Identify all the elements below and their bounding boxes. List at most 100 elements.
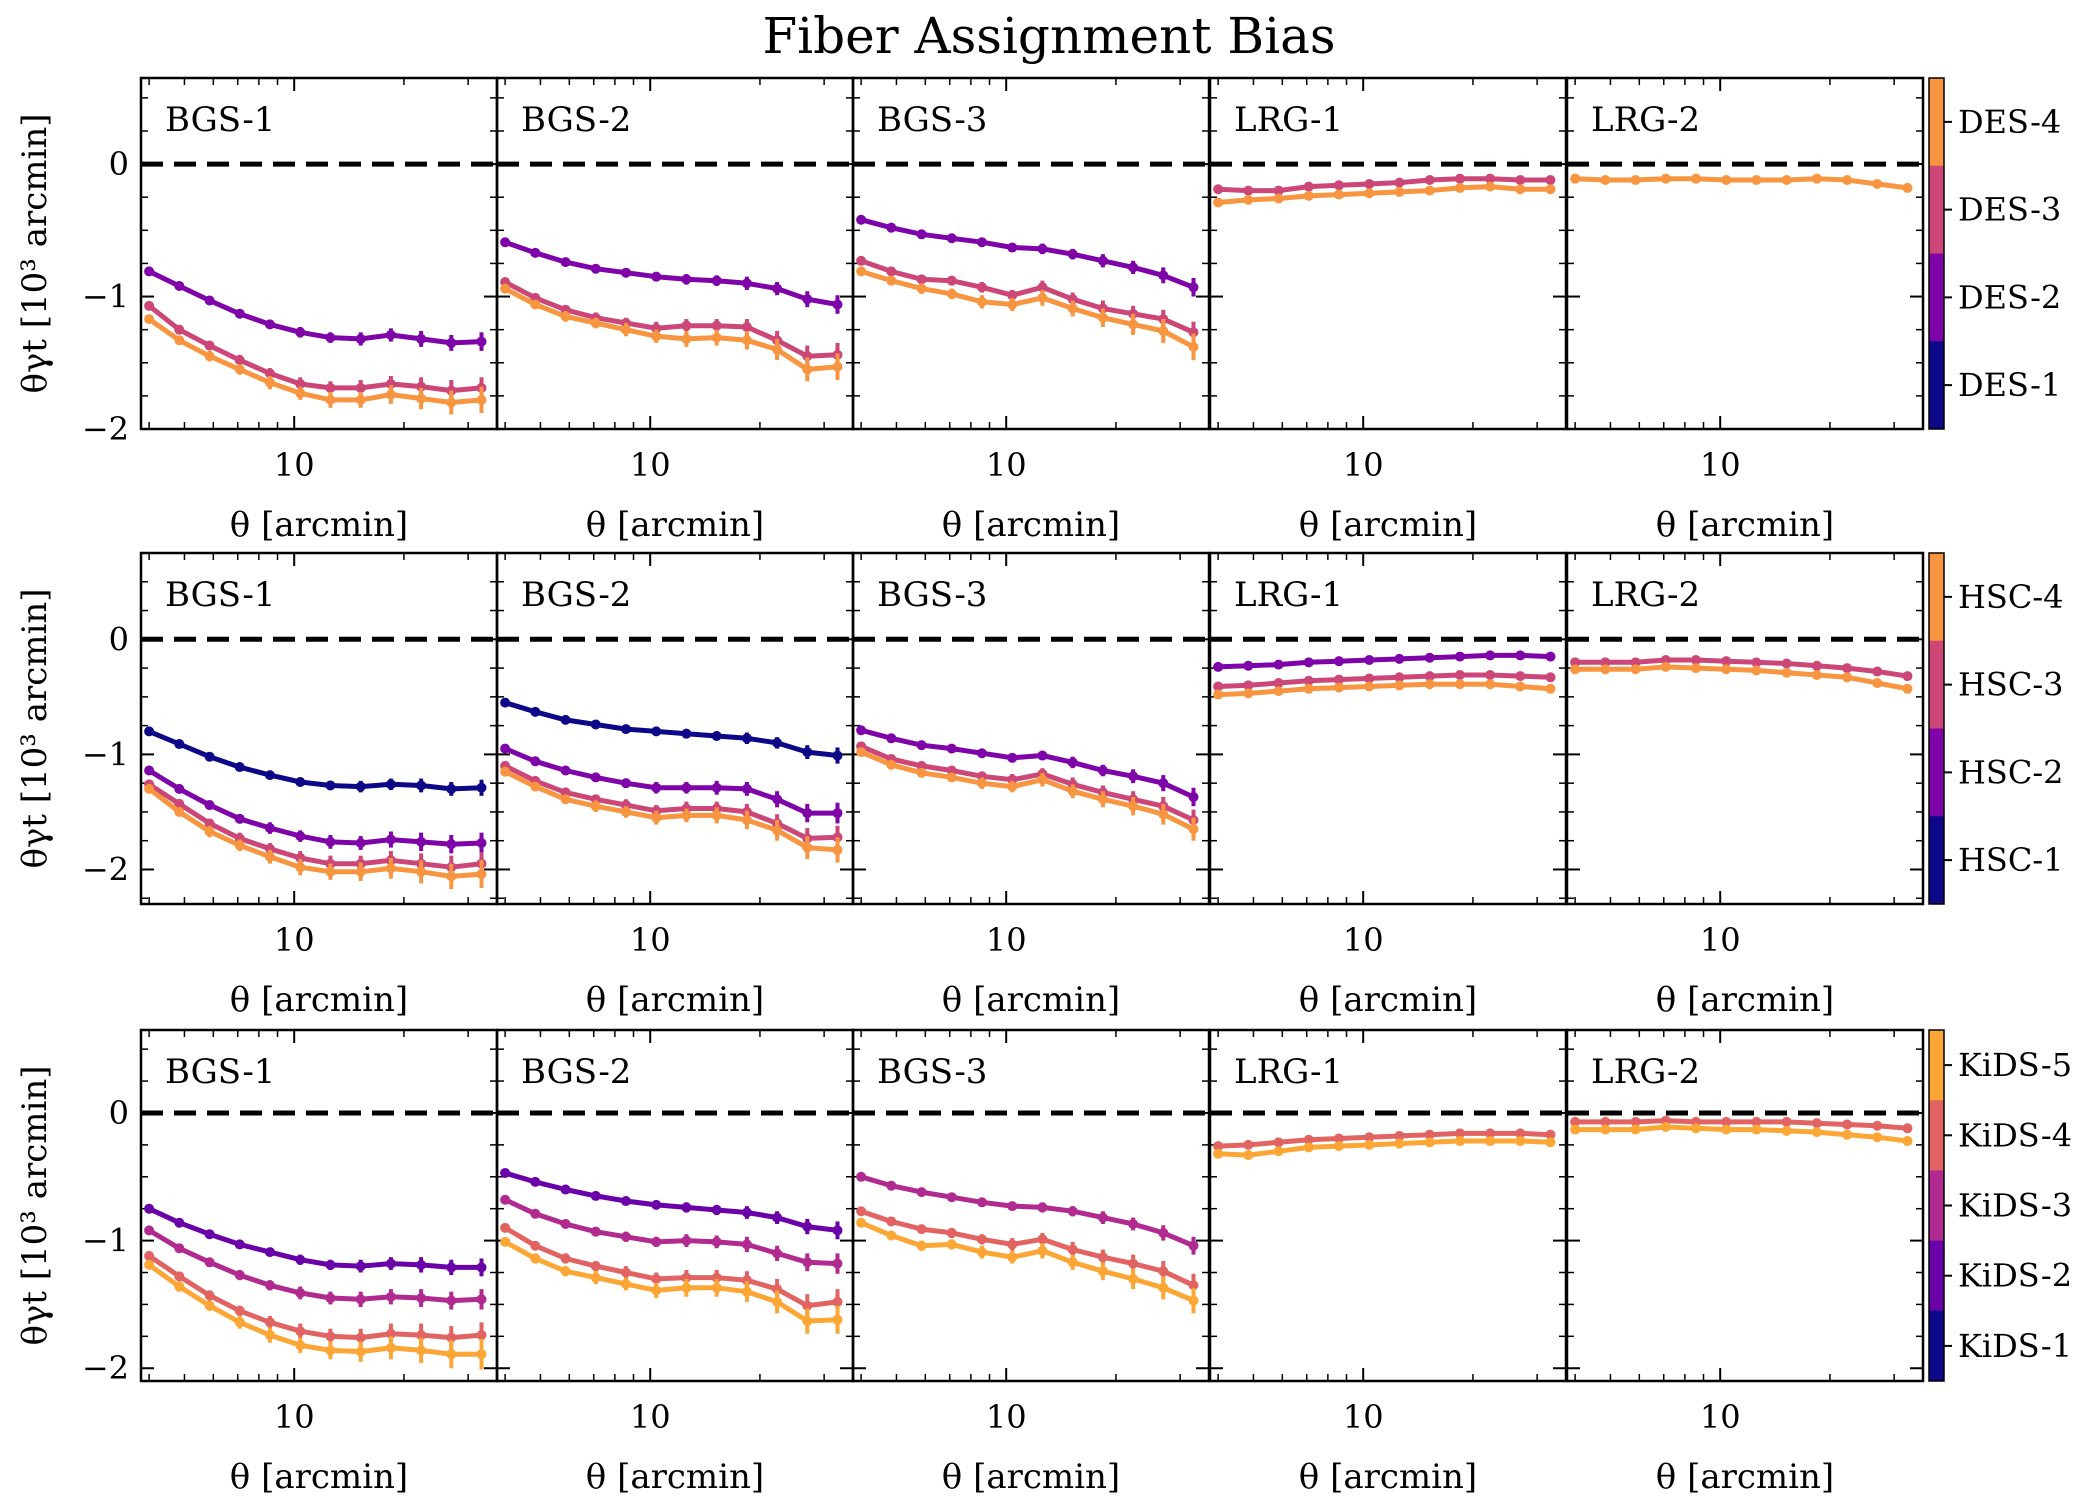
data-point [1067,303,1078,314]
data-point [1515,671,1526,682]
data-point [385,1291,396,1302]
data-point [560,1219,571,1230]
data-point [946,765,957,776]
data-point [1781,174,1792,185]
data-point [1213,689,1224,700]
data-point [1273,1146,1284,1157]
data-point [416,333,427,344]
x-tick-label: 10 [986,921,1027,959]
data-point [1721,664,1732,675]
data-point [1781,1116,1792,1127]
data-point [295,1340,306,1351]
data-point [1842,672,1853,683]
data-point [295,1287,306,1298]
data-point [1213,661,1224,672]
data-point [741,335,752,346]
series-line [1217,176,1551,194]
data-point [1570,173,1581,184]
data-point [234,1239,245,1250]
data-point [1660,661,1671,672]
data-point [1454,651,1465,662]
data-point [1007,752,1018,763]
data-point [1424,174,1435,185]
colorbar-label: DES-1 [1958,366,2061,404]
data-point [1303,190,1314,201]
data-point [355,781,366,792]
data-point [1067,1244,1078,1255]
data-point [620,800,631,811]
data-point [144,1203,155,1214]
data-point [1097,1212,1108,1223]
data-point [651,812,662,823]
data-point [832,808,843,819]
data-point [416,381,427,392]
panel-label: LRG-2 [1591,1052,1700,1092]
data-point [295,1254,306,1265]
data-point [741,783,752,794]
data-point [325,780,336,791]
series-kids-4 [500,1222,843,1318]
data-point [295,862,306,873]
data-point [711,782,722,793]
data-point [711,275,722,286]
data-point [772,1296,783,1307]
colorbar-label: HSC-4 [1958,578,2063,616]
data-point [1690,663,1701,674]
data-point [590,719,601,730]
panel-label: LRG-1 [1234,575,1343,615]
data-point [1515,184,1526,195]
data-point [174,783,185,794]
data-point [590,1272,601,1283]
data-point [711,320,722,331]
series-des-3 [500,276,843,367]
data-point [1690,173,1701,184]
data-point [976,1247,987,1258]
data-point [1842,663,1853,674]
y-axis-label: θγt [10³ arcmin] [15,113,55,393]
colorbar-frame [1928,552,1945,905]
data-point [1454,1128,1465,1139]
data-point [1273,659,1284,670]
data-point [500,697,511,708]
data-point [886,266,897,277]
data-point [1158,1227,1169,1238]
data-point [1364,1132,1375,1143]
data-point [295,831,306,842]
data-point [174,1271,185,1282]
data-point [1303,683,1314,694]
data-point [1128,1219,1139,1230]
x-tick-label: 10 [630,921,671,959]
data-point [1243,688,1254,699]
data-point [204,751,215,762]
data-point [1630,1124,1641,1135]
data-point [1364,673,1375,684]
data-point [385,378,396,389]
data-point [264,368,275,379]
data-point [560,794,571,805]
data-point [1273,193,1284,204]
data-point [325,1293,336,1304]
series-line [503,1225,838,1309]
series-line [504,1170,838,1233]
data-point [1454,182,1465,193]
panel-kids-bgs-1: 10 0 −1 −2 BGS-1 θ [arcmin] [82,1028,499,1497]
data-point [204,800,215,811]
data-point [1515,174,1526,185]
panel-hsc-lrg-1: 10 LRG-1 θ [arcmin] [1208,551,1568,1020]
panel-kids-lrg-2: 10 LRG-2 θ [arcmin] [1565,1028,1925,1497]
series-line [860,1220,1195,1303]
data-point [1188,1280,1199,1291]
data-point [1097,1252,1108,1263]
data-point [772,737,783,748]
data-point [620,1231,631,1242]
data-point [1515,681,1526,692]
data-point [1128,319,1139,330]
series-line [503,286,838,372]
data-point [946,743,957,754]
data-point [741,1275,752,1286]
data-point [802,842,813,853]
data-point [174,335,185,346]
colorbar-label: KiDS-5 [1958,1046,2072,1084]
data-point [856,1206,867,1217]
data-point [1213,1141,1224,1152]
